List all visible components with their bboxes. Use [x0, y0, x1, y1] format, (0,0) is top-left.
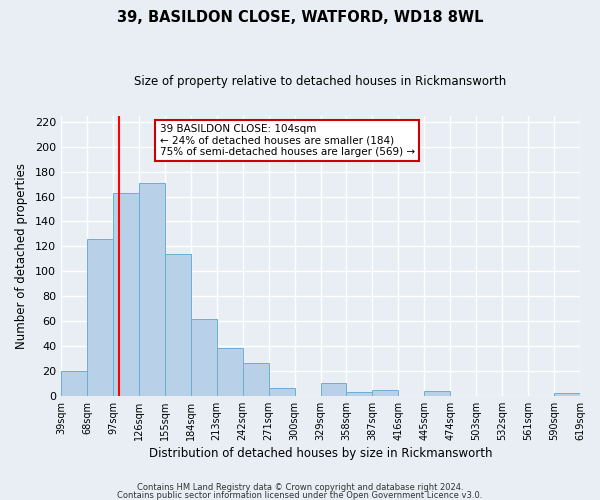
Bar [269, 388, 295, 396]
X-axis label: Distribution of detached houses by size in Rickmansworth: Distribution of detached houses by size … [149, 447, 492, 460]
Bar [61, 371, 87, 396]
Text: Contains HM Land Registry data © Crown copyright and database right 2024.: Contains HM Land Registry data © Crown c… [137, 484, 463, 492]
Text: 39 BASILDON CLOSE: 104sqm
← 24% of detached houses are smaller (184)
75% of semi: 39 BASILDON CLOSE: 104sqm ← 24% of detac… [160, 124, 415, 157]
Bar [242, 364, 269, 396]
Bar [320, 384, 346, 396]
Text: Contains public sector information licensed under the Open Government Licence v3: Contains public sector information licen… [118, 490, 482, 500]
Bar [373, 390, 398, 396]
Bar [554, 394, 580, 396]
Y-axis label: Number of detached properties: Number of detached properties [15, 162, 28, 348]
Bar [217, 348, 242, 396]
Bar [139, 183, 165, 396]
Bar [346, 392, 373, 396]
Bar [191, 318, 217, 396]
Bar [424, 391, 450, 396]
Bar [87, 239, 113, 396]
Bar [165, 254, 191, 396]
Bar [113, 193, 139, 396]
Text: 39, BASILDON CLOSE, WATFORD, WD18 8WL: 39, BASILDON CLOSE, WATFORD, WD18 8WL [117, 10, 483, 25]
Title: Size of property relative to detached houses in Rickmansworth: Size of property relative to detached ho… [134, 75, 506, 88]
